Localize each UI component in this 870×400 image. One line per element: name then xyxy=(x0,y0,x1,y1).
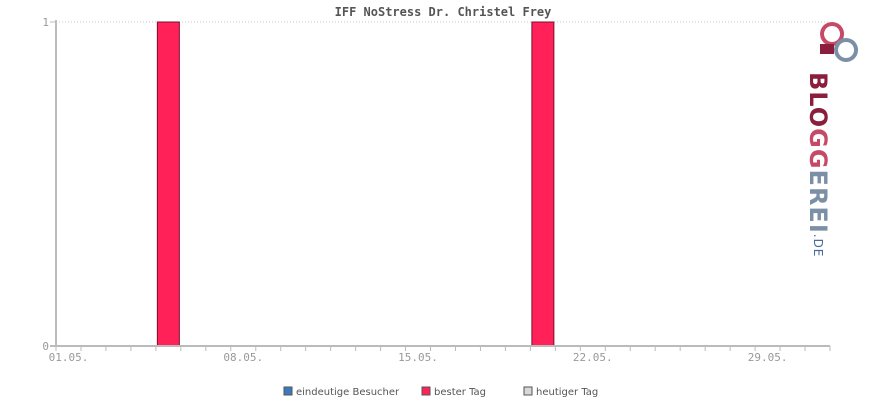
legend-item: bester Tag xyxy=(421,386,486,398)
x-tick-label: 01.05. xyxy=(49,351,89,364)
y-tick-label: 1 xyxy=(42,16,49,29)
bar-bester-tag xyxy=(531,21,555,347)
x-tick-label: 22.05. xyxy=(573,351,613,364)
x-tick-label: 29.05. xyxy=(748,351,788,364)
y-tick-label: 0 xyxy=(42,340,49,353)
legend: eindeutige Besucher bester Tag heutiger Ta… xyxy=(283,386,598,398)
y-tick-labels: 01 xyxy=(42,16,49,353)
legend-label: eindeutige Besucher xyxy=(296,387,400,398)
chart-title: IFF NoStress Dr. Christel Frey xyxy=(335,5,552,19)
legend-label: heutiger Tag xyxy=(536,387,598,398)
legend-swatch xyxy=(421,386,431,396)
x-tick-labels: 01.05. 08.05. 15.05. 22.05. 29.05. xyxy=(49,351,788,364)
x-tick-label: 15.05. xyxy=(398,351,438,364)
logo-wordmark: BLOGGEREI.DE xyxy=(804,72,832,258)
bloggerei-logo xyxy=(812,18,868,218)
legend-swatch xyxy=(283,386,293,396)
bar-bester-tag xyxy=(156,21,180,347)
axes xyxy=(50,20,831,351)
legend-item: eindeutige Besucher xyxy=(283,386,400,398)
legend-label: bester Tag xyxy=(434,387,486,398)
legend-item: heutiger Tag xyxy=(523,386,598,398)
bars xyxy=(156,21,555,347)
x-tick-label: 08.05. xyxy=(223,351,263,364)
legend-swatch xyxy=(523,386,533,396)
logo-mark-icon xyxy=(820,22,859,62)
